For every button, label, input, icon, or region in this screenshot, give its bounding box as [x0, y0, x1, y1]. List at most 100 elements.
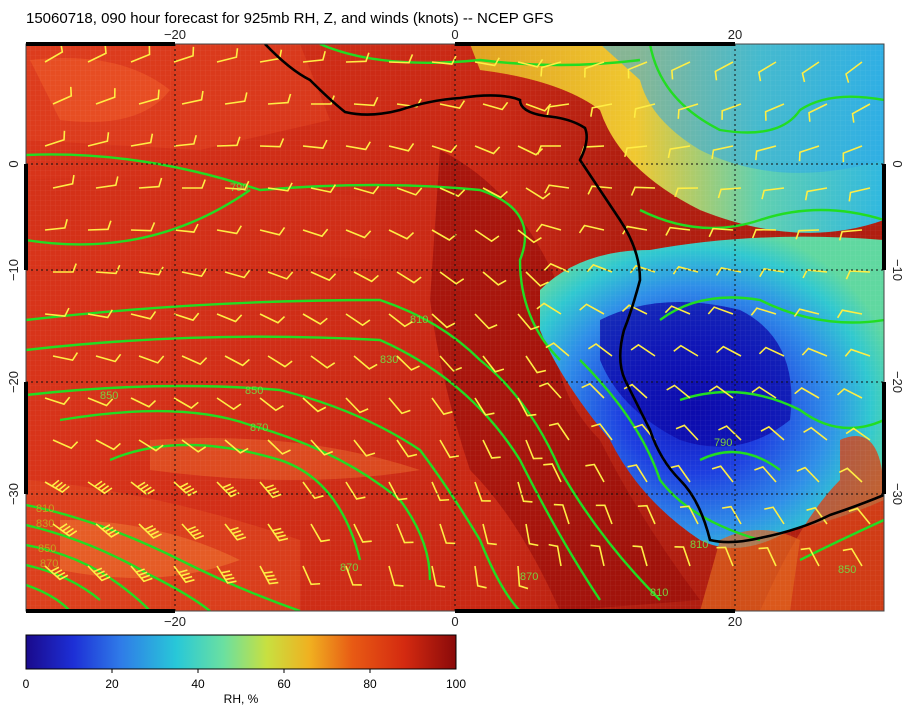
wind-barb: [181, 439, 207, 453]
wind-barb: [431, 55, 457, 65]
wind-barb: [803, 426, 828, 441]
wind-barb: [474, 57, 500, 67]
contour-label: 850: [838, 564, 856, 576]
lon-label: 20: [728, 27, 742, 42]
lon-label: 0: [451, 27, 458, 42]
wind-barb: [267, 182, 293, 192]
wind-barb: [310, 184, 337, 194]
wind-barb: [525, 271, 549, 287]
wind-barb: [751, 228, 777, 239]
wind-barb: [302, 313, 328, 325]
wind-barb: [474, 565, 487, 589]
lon-labels-bottom: −20 0 20: [164, 614, 742, 629]
wind-barb: [87, 480, 113, 495]
wind-barb: [848, 507, 871, 525]
contour-label: 850: [38, 543, 56, 555]
wind-barb: [525, 355, 547, 374]
wind-barb: [585, 463, 605, 483]
wind-barb: [173, 481, 198, 497]
wind-barb: [677, 103, 699, 119]
wind-barb: [845, 270, 871, 280]
wind-barb: [95, 523, 120, 538]
wind-barb: [757, 61, 777, 82]
contour-label: 810: [410, 314, 428, 326]
wind-barb: [439, 100, 466, 110]
wind-barb: [842, 145, 863, 163]
wind-barb: [267, 355, 293, 368]
wind-barb: [95, 88, 116, 105]
wind-barb: [584, 61, 605, 78]
wind-barb: [842, 547, 863, 567]
wind-barb: [836, 387, 863, 399]
coastline: [264, 44, 884, 544]
wind-barb: [130, 45, 151, 63]
wind-barb: [388, 229, 415, 240]
wind-barb: [431, 144, 458, 154]
wind-barb: [474, 481, 491, 502]
wind-barb: [517, 58, 544, 68]
wind-barb: [95, 176, 119, 189]
lat-labels-right: 0 −10 −20 −30: [890, 160, 905, 505]
wind-barb: [517, 313, 540, 331]
wind-barb: [708, 385, 734, 399]
wind-barb: [431, 397, 453, 416]
wind-barb: [517, 397, 537, 417]
wind-barb: [388, 565, 404, 587]
wind-barb: [130, 565, 153, 583]
contour-label: 810: [690, 539, 708, 551]
wind-barb: [622, 225, 648, 235]
wind-barb: [679, 505, 699, 525]
wind-barb: [764, 103, 785, 121]
wind-barb: [851, 103, 871, 123]
wind-barb: [439, 523, 456, 545]
wind-barb: [388, 481, 408, 501]
wind-barb: [474, 397, 495, 416]
wind-barb: [578, 224, 605, 234]
wind-barb: [623, 383, 648, 399]
wind-barb: [546, 103, 570, 116]
wind-barb: [721, 103, 742, 120]
wind-barb: [353, 271, 379, 283]
wind-barb: [587, 342, 613, 357]
wind-barb: [721, 505, 742, 525]
wind-barb: [795, 229, 820, 240]
wind-barb: [95, 439, 121, 451]
wind-barb: [396, 355, 420, 371]
wind-barb: [674, 187, 699, 198]
wind-barb: [669, 464, 691, 483]
wind-barb: [750, 307, 777, 316]
wind-barb: [44, 565, 69, 581]
wind-barb: [637, 504, 656, 525]
wind-barb: [431, 313, 456, 329]
lat-labels-left: 0 −10 −20 −30: [6, 160, 21, 505]
wind-barb: [667, 145, 691, 159]
wind-barb: [760, 425, 785, 441]
wind-barb: [52, 86, 73, 105]
wind-barb: [52, 352, 79, 362]
contour-label: 870: [250, 422, 268, 434]
wind-barb: [525, 439, 543, 460]
wind-barb: [259, 565, 279, 585]
wind-barb: [581, 382, 605, 399]
wind-barb: [259, 397, 284, 412]
wind-barb: [543, 463, 562, 483]
wind-barb: [525, 187, 551, 200]
wind-barb: [173, 312, 200, 322]
contour-label: 830: [380, 354, 398, 366]
wind-barb: [310, 523, 331, 543]
lat-label: −10: [6, 259, 21, 281]
wind-barb: [52, 174, 75, 189]
wind-barb: [538, 382, 562, 399]
wind-barb: [87, 44, 107, 63]
wind-barb: [845, 61, 863, 83]
wind-barb: [540, 61, 562, 77]
contour-label: 810: [650, 587, 668, 599]
wind-barb: [482, 187, 508, 199]
wind-barb: [845, 427, 871, 441]
wind-barb: [224, 355, 250, 367]
wind-barb: [666, 384, 691, 399]
wind-barb: [758, 346, 785, 357]
wind-barb: [793, 308, 820, 318]
wind-barb: [396, 523, 414, 544]
lat-label: −30: [890, 483, 905, 505]
